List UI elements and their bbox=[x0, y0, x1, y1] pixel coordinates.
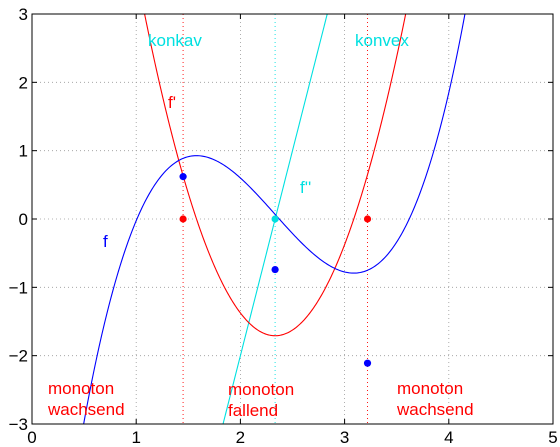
region-3-line-2: wachsend bbox=[396, 400, 474, 419]
x-tick-label-5: 5 bbox=[548, 428, 557, 447]
x-tick-label-1: 1 bbox=[131, 428, 140, 447]
label-konvex: konvex bbox=[355, 31, 409, 50]
region-3-line-1: monoton bbox=[397, 379, 463, 398]
ticks bbox=[31, 13, 554, 425]
label-f-prime: f' bbox=[168, 93, 176, 112]
series-f-line bbox=[83, 14, 466, 424]
label-konkav: konkav bbox=[148, 31, 202, 50]
x-tick-label-2: 2 bbox=[236, 428, 245, 447]
y-tick-label-5: −2 bbox=[9, 347, 28, 366]
x-tick-label-3: 3 bbox=[340, 428, 349, 447]
y-tick-label-2: 1 bbox=[19, 142, 28, 161]
marker-1 bbox=[271, 265, 279, 274]
y-tick-label-1: 2 bbox=[19, 73, 28, 92]
region-2-line-1: monoton bbox=[228, 380, 294, 399]
marker-5 bbox=[271, 215, 279, 223]
marker-0 bbox=[179, 173, 187, 181]
y-tick-label-4: −1 bbox=[9, 278, 28, 297]
label-f: f bbox=[103, 232, 108, 251]
y-tick-label-3: 0 bbox=[19, 210, 28, 229]
region-1-line-1: monoton bbox=[48, 379, 114, 398]
label-f-double-prime: f'' bbox=[300, 178, 311, 197]
tick-labels: 0 1 2 3 4 5 3 2 1 0 −1 −2 −3 bbox=[9, 5, 558, 447]
y-tick-label-0: 3 bbox=[19, 5, 28, 24]
region-2-line-2: fallend bbox=[228, 401, 278, 420]
x-tick-label-4: 4 bbox=[444, 428, 453, 447]
region-1-line-2: wachsend bbox=[47, 400, 125, 419]
marker-3 bbox=[179, 215, 187, 223]
series-f-prime-line bbox=[144, 14, 407, 337]
marker-2 bbox=[363, 359, 372, 367]
x-tick-label-0: 0 bbox=[27, 428, 36, 447]
y-tick-label-6: −3 bbox=[9, 415, 28, 434]
markers bbox=[179, 173, 372, 367]
marker-4 bbox=[363, 215, 372, 223]
